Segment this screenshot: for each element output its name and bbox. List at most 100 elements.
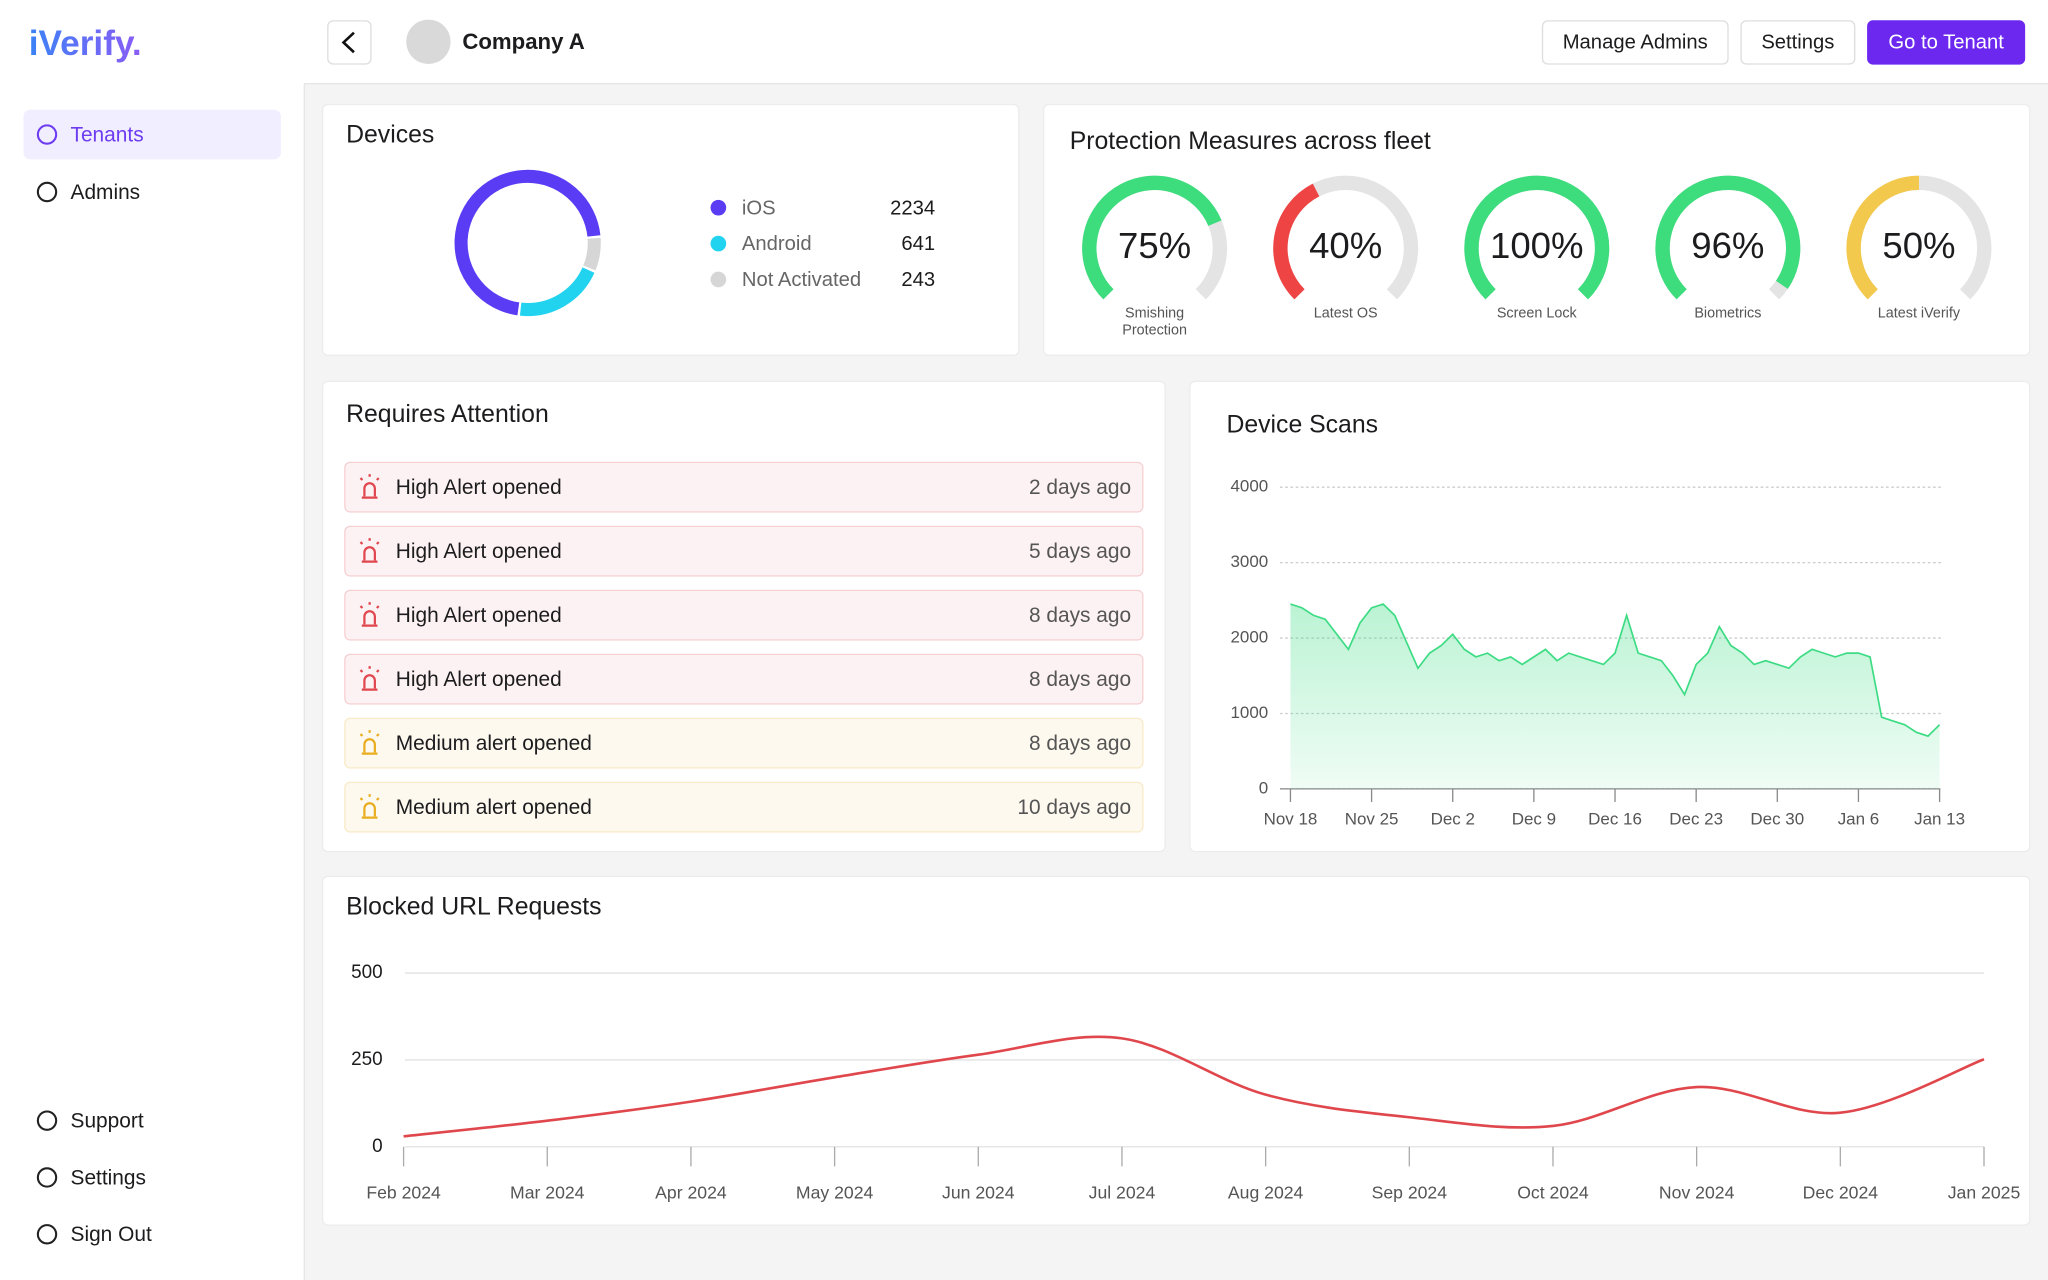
nav-item[interactable]: Support (71, 1109, 144, 1132)
legend-label: iOS (742, 197, 776, 219)
gauge-value: 75% (1118, 225, 1191, 266)
sidebar (0, 0, 305, 1280)
nav-icon (36, 181, 58, 203)
x-tick-label: Apr 2024 (655, 1182, 727, 1202)
alert-row[interactable] (344, 717, 1144, 769)
x-tick-label: Dec 2024 (1803, 1182, 1879, 1202)
nav-icon (36, 1167, 58, 1188)
x-tick-label: Oct 2024 (1517, 1182, 1589, 1202)
alert-title: High Alert opened (396, 668, 562, 691)
legend-value: 243 (901, 269, 935, 291)
alert-time: 8 days ago (1029, 732, 1131, 755)
x-tick-label: Dec 23 (1669, 810, 1723, 829)
x-tick-label: Dec 9 (1512, 810, 1556, 829)
donut-segment (519, 267, 595, 317)
legend-dot (710, 271, 727, 288)
gauge-fill (1082, 175, 1222, 300)
x-tick-label: Dec 30 (1750, 810, 1804, 829)
x-tick-label: Dec 16 (1588, 810, 1642, 829)
gauge-value: 96% (1691, 225, 1764, 266)
header-button[interactable] (1740, 20, 1856, 65)
alert-time: 10 days ago (1017, 796, 1131, 819)
alert-time: 5 days ago (1029, 540, 1131, 563)
alert-time: 2 days ago (1029, 476, 1131, 499)
gauge-fill (1655, 175, 1801, 300)
x-tick-label: Jan 2025 (1948, 1182, 2021, 1202)
alert-time: 8 days ago (1029, 604, 1131, 627)
x-tick-label: Feb 2024 (366, 1182, 441, 1202)
header-button[interactable] (1541, 20, 1729, 65)
y-tick-label: 2000 (1230, 628, 1268, 647)
alert-icon (359, 538, 380, 563)
area-fill (1290, 604, 1940, 789)
legend-label: Not Activated (742, 269, 861, 291)
alert-row[interactable] (344, 589, 1144, 641)
legend-value: 641 (901, 233, 935, 255)
card (321, 380, 1166, 853)
legend-value: 2234 (890, 197, 935, 219)
card-title: Requires Attention (346, 401, 549, 428)
alert-icon (359, 794, 380, 819)
card-title: Protection Measures across fleet (1070, 128, 1431, 155)
area-line (1290, 603, 1941, 738)
nav-item[interactable]: Tenants (71, 123, 144, 146)
gauge-label: Latest iVerify (1877, 305, 1961, 322)
gauge-fill (1273, 183, 1320, 300)
alert-row[interactable] (344, 781, 1144, 833)
donut-segment (454, 169, 601, 316)
x-tick-label: Jul 2024 (1089, 1182, 1156, 1202)
header-button-label: Manage Admins (1563, 31, 1708, 53)
logo: iVerify. (29, 24, 142, 63)
alert-row[interactable] (344, 525, 1144, 577)
gauge-value: 50% (1882, 225, 1955, 266)
alert-row[interactable] (344, 653, 1144, 705)
header-button-label: Go to Tenant (1888, 31, 2004, 53)
x-tick-label: Nov 18 (1264, 810, 1318, 829)
nav-active (23, 109, 281, 160)
y-tick-label: 4000 (1230, 477, 1268, 496)
y-tick-label: 1000 (1230, 703, 1268, 722)
nav-item[interactable]: Settings (71, 1166, 146, 1189)
alert-icon (359, 666, 380, 691)
x-tick-label: Jun 2024 (942, 1182, 1015, 1202)
gauge-value: 100% (1490, 225, 1584, 266)
avatar (406, 19, 451, 64)
y-tick-label: 250 (351, 1049, 383, 1070)
legend-dot (710, 199, 727, 216)
card-title: Blocked URL Requests (346, 893, 601, 920)
donut-segment (583, 237, 601, 271)
card (321, 875, 2031, 1226)
alert-row[interactable] (344, 461, 1144, 513)
nav-icon (36, 1224, 58, 1245)
nav-item[interactable]: Sign Out (71, 1223, 152, 1246)
company-name: Company A (462, 29, 584, 54)
x-tick-label: Mar 2024 (510, 1182, 585, 1202)
nav-icon (36, 124, 58, 145)
back-button[interactable] (327, 20, 372, 65)
y-tick-label: 3000 (1230, 552, 1268, 571)
alert-title: Medium alert opened (396, 732, 592, 755)
line (403, 1035, 1985, 1138)
back-icon (341, 31, 355, 54)
alert-title: Medium alert opened (396, 796, 592, 819)
alert-icon (359, 730, 380, 755)
nav-item[interactable]: Admins (71, 181, 141, 204)
x-tick-label: Nov 2024 (1659, 1182, 1735, 1202)
x-tick-label: Sep 2024 (1372, 1182, 1448, 1202)
x-tick-label: Jan 6 (1838, 810, 1880, 829)
alert-icon (359, 474, 380, 499)
alert-title: High Alert opened (396, 540, 562, 563)
legend-label: Android (742, 233, 812, 255)
alert-time: 8 days ago (1029, 668, 1131, 691)
x-tick-label: May 2024 (796, 1182, 874, 1202)
y-tick-label: 0 (1259, 778, 1268, 797)
alert-icon (359, 602, 380, 627)
gauge-fill (1464, 175, 1610, 300)
gauge-label: Smishing Protection (1122, 305, 1187, 339)
header-button[interactable] (1867, 20, 2026, 65)
nav-icon (36, 1110, 58, 1131)
card (321, 103, 1020, 356)
card-title: Device Scans (1226, 411, 1378, 438)
